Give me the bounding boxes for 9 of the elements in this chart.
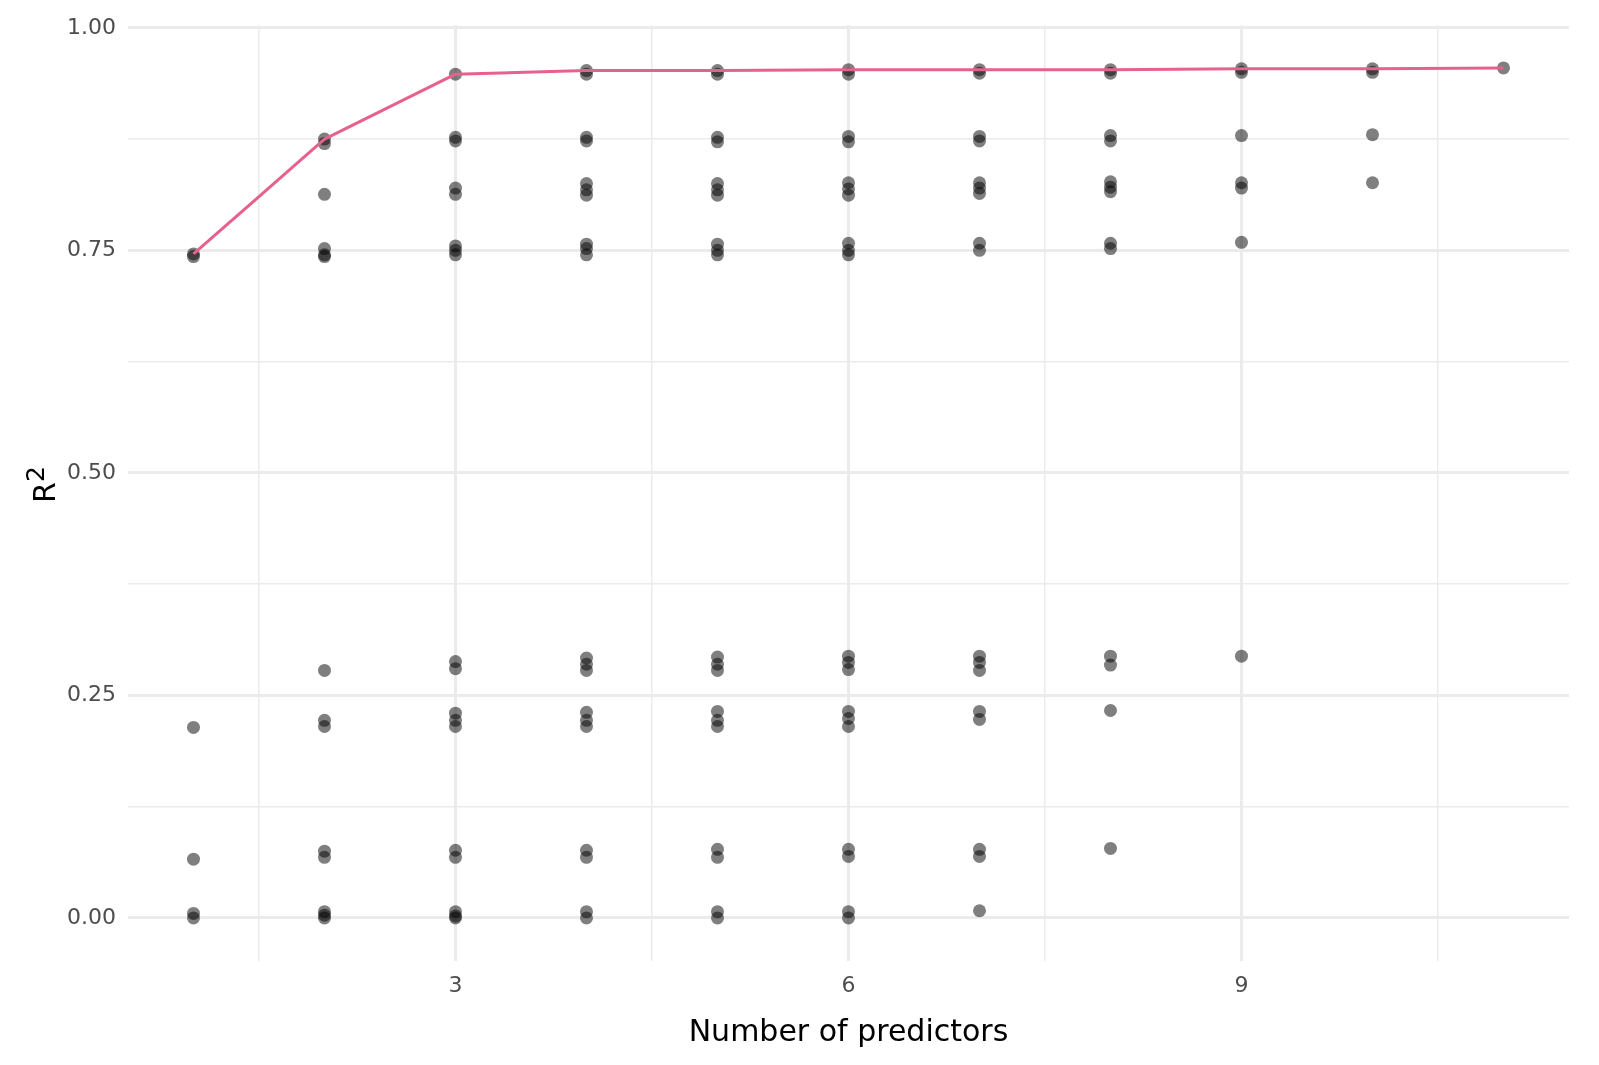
x-tick-label: 3 [448, 971, 463, 997]
y-tick-label: 0.25 [67, 681, 116, 707]
x-axis-title: Number of predictors [688, 1012, 1009, 1048]
x-tick-label: 6 [841, 971, 856, 997]
y-tick-label: 0.50 [67, 458, 116, 484]
y-tick-label: 1.00 [67, 13, 116, 39]
x-tick-label: 9 [1234, 971, 1249, 997]
y-tick-label: 0.75 [67, 236, 116, 262]
y-tick-label: 0.00 [67, 903, 116, 929]
